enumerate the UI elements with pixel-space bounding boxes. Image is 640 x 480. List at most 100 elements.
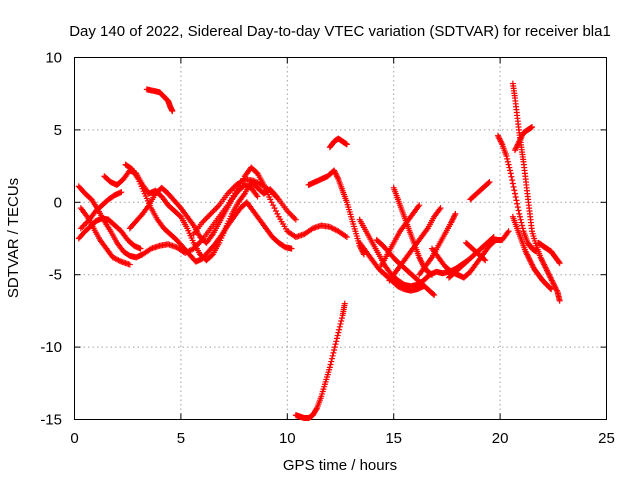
data-point — [329, 352, 336, 359]
series-arc-y — [509, 80, 563, 304]
x-tick-label: 25 — [598, 430, 615, 447]
data-point — [341, 300, 348, 307]
data-point — [118, 189, 125, 196]
data-point — [556, 297, 563, 304]
y-tick-label: 0 — [54, 194, 62, 211]
data-point — [511, 190, 518, 197]
data-point — [328, 355, 335, 362]
data-point — [548, 286, 555, 293]
data-point — [431, 291, 438, 298]
series-arc-d — [77, 189, 125, 232]
data-point — [519, 222, 526, 229]
data-point — [516, 210, 523, 217]
series-arc-q — [386, 205, 444, 284]
series-arc-r — [390, 184, 436, 278]
data-point — [292, 216, 299, 223]
data-point — [507, 167, 514, 174]
data-point — [504, 158, 511, 165]
data-point — [513, 197, 520, 204]
data-point — [343, 234, 350, 241]
data-point — [529, 124, 536, 131]
data-point — [505, 228, 512, 235]
data-point — [213, 205, 220, 212]
data-point — [338, 315, 345, 322]
y-tick-label: 10 — [45, 50, 62, 67]
series-arc-u — [446, 234, 497, 281]
data-point — [510, 183, 517, 190]
data-point — [506, 164, 513, 171]
plot-frame — [74, 57, 607, 420]
series-arc-i — [190, 176, 299, 238]
series-arc-v — [463, 239, 489, 264]
data-points — [75, 80, 563, 422]
x-tick-label: 15 — [385, 430, 402, 447]
series-arc-aa — [511, 124, 536, 154]
data-point — [519, 225, 526, 232]
data-point — [518, 219, 525, 226]
series-arc-g — [126, 181, 261, 246]
data-point — [327, 361, 334, 368]
data-point — [481, 256, 488, 263]
y-axis-label: SDTVAR / TECUs — [5, 178, 22, 298]
data-point — [288, 212, 295, 219]
y-tick-labels: -15 -10 -5 0 5 10 — [40, 50, 62, 429]
axis-ticks — [74, 57, 607, 420]
x-tick-label: 5 — [177, 430, 185, 447]
x-tick-label: 0 — [70, 430, 78, 447]
data-point — [202, 216, 209, 223]
data-point — [330, 349, 337, 356]
data-point — [509, 177, 516, 184]
data-point — [547, 285, 554, 292]
series-arc-c — [75, 215, 144, 252]
data-point — [505, 161, 512, 168]
y-tick-label: -10 — [40, 339, 62, 356]
y-tick-label: -15 — [40, 412, 62, 429]
data-point — [504, 155, 511, 162]
data-point — [337, 320, 344, 327]
data-point — [328, 358, 335, 365]
data-point — [489, 235, 496, 242]
data-point — [254, 193, 261, 200]
data-point — [272, 207, 279, 214]
data-point — [209, 209, 216, 216]
x-tick-label: 20 — [492, 430, 509, 447]
data-point — [230, 184, 237, 191]
data-point — [556, 260, 563, 267]
data-point — [503, 152, 510, 159]
data-point — [429, 271, 436, 278]
data-point — [203, 215, 210, 222]
data-point — [333, 338, 340, 345]
data-point — [200, 218, 207, 225]
data-point — [326, 364, 333, 371]
series-arc-s — [416, 210, 459, 278]
series-arc-j — [292, 300, 348, 422]
series-arc-k — [305, 167, 367, 258]
series-arc-w — [467, 179, 493, 203]
data-point — [291, 215, 298, 222]
data-point — [289, 213, 296, 220]
data-point — [274, 210, 281, 217]
data-point — [334, 332, 341, 339]
x-tick-labels: 0 5 10 15 20 25 — [70, 430, 615, 447]
data-point — [512, 193, 519, 200]
data-point — [288, 245, 295, 252]
x-axis-label: GPS time / hours — [283, 457, 397, 474]
data-point — [482, 257, 489, 264]
y-tick-label: 5 — [54, 122, 62, 139]
data-point — [555, 259, 562, 266]
data-point — [210, 207, 217, 214]
series-arc-z — [509, 213, 555, 293]
series-arc-l — [326, 135, 350, 151]
data-point — [486, 179, 493, 186]
data-point — [333, 335, 340, 342]
data-point — [517, 216, 524, 223]
data-point — [416, 202, 423, 209]
data-point — [204, 213, 211, 220]
data-point — [313, 406, 320, 413]
data-point — [271, 205, 278, 212]
data-point — [343, 141, 350, 148]
data-point — [509, 180, 516, 187]
data-point — [137, 245, 144, 252]
series-arc-b — [77, 205, 133, 268]
